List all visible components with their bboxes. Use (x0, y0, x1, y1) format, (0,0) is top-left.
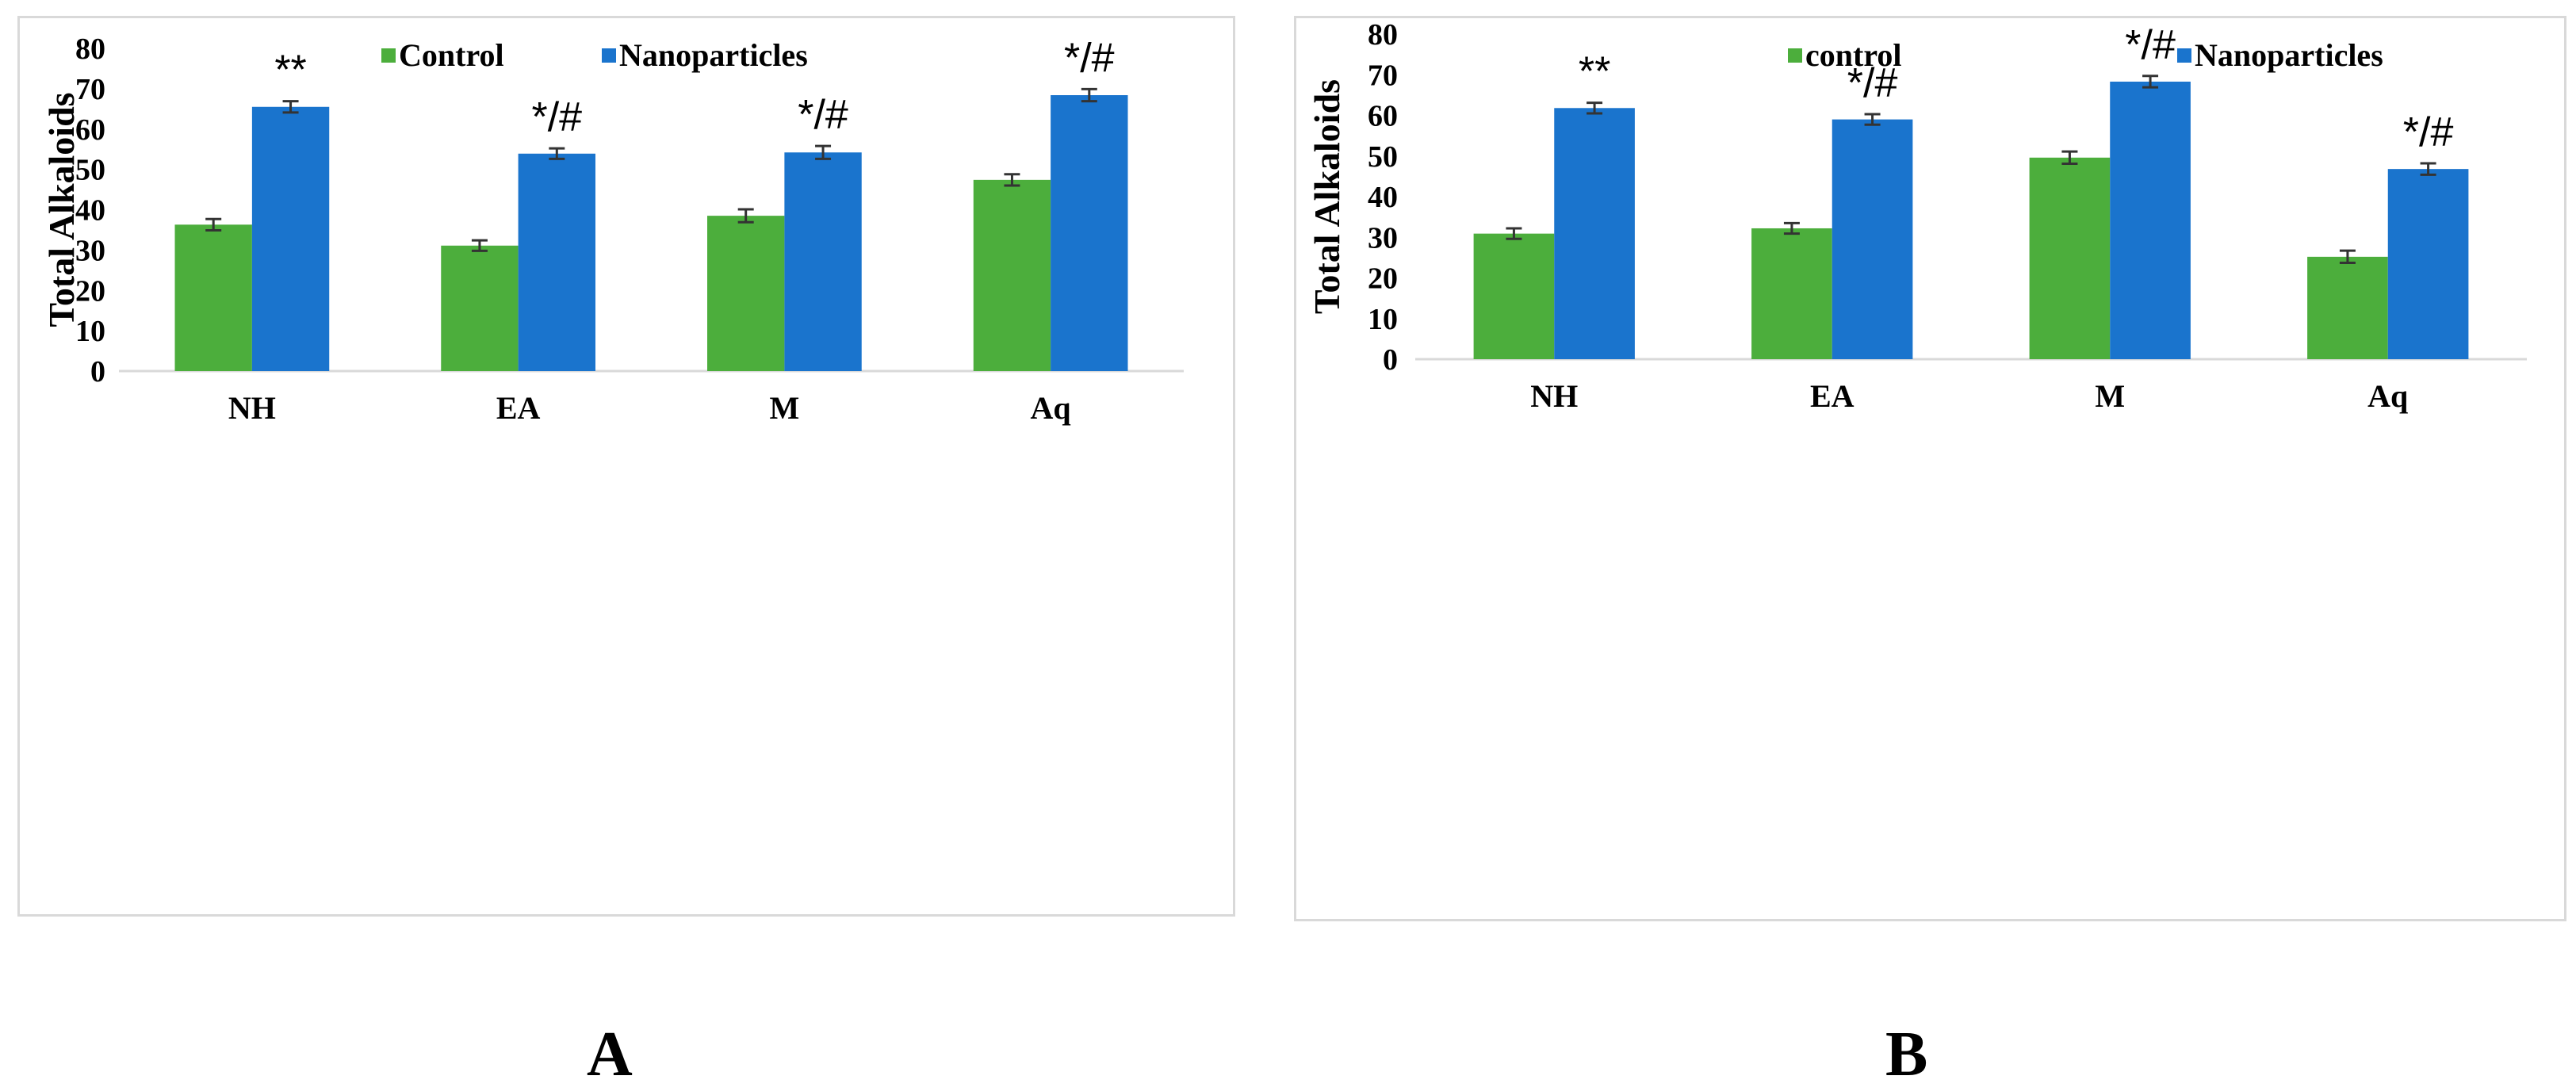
category-label: EA (1810, 378, 1854, 414)
bar-nanoparticles-ea (518, 153, 595, 371)
y-tick-label: 40 (75, 194, 105, 228)
significance-label: ** (274, 48, 306, 94)
bar-control-nh (174, 224, 252, 371)
significance-label: */# (798, 92, 848, 138)
legend-swatch-nanoparticles (2177, 48, 2191, 63)
y-tick-label: 10 (75, 315, 105, 348)
category-label: M (769, 390, 799, 426)
chart-b-svg: Total Alkaloids 0 10 20 30 40 50 60 70 80 ** NH */# E… (1307, 18, 2527, 414)
bar-nanoparticles-m (2110, 81, 2191, 360)
legend-swatch-control (1788, 48, 1802, 63)
y-tick-label: 70 (1368, 59, 1398, 92)
y-tick-label: 60 (75, 113, 105, 147)
panel-label-a: A (587, 1020, 633, 1089)
legend-swatch-control (381, 48, 396, 63)
legend-label-nanoparticles: Nanoparticles (2195, 37, 2383, 73)
bar-nanoparticles-m (784, 152, 862, 371)
y-tick-label: 0 (90, 355, 105, 389)
y-tick-label: 20 (1368, 262, 1398, 296)
bar-nanoparticles-aq (2387, 169, 2469, 359)
bar-control-nh (1473, 233, 1555, 359)
bar-control-m (2029, 157, 2111, 359)
significance-label: */# (2403, 109, 2454, 155)
significance-label: */# (532, 94, 583, 140)
y-tick-label: 40 (1368, 181, 1398, 214)
y-tick-label: 50 (75, 154, 105, 187)
y-axis-title: Total Alkaloids (1307, 79, 1347, 314)
legend-label-nanoparticles: Nanoparticles (619, 37, 808, 73)
category-label: Aq (1031, 390, 1071, 426)
significance-label: */# (2125, 22, 2176, 68)
y-axis-title: Total Alkaloids (41, 92, 82, 327)
y-tick-label: 60 (1368, 100, 1398, 133)
y-tick-label: 20 (75, 274, 105, 308)
chart-panel-b: Total Alkaloids 0 10 20 30 40 50 60 70 80 ** NH */# E… (1294, 16, 2566, 921)
bar-nanoparticles-nh (1554, 108, 1635, 359)
category-label: EA (496, 390, 541, 426)
bar-control-aq (973, 179, 1051, 371)
y-tick-label: 0 (1383, 343, 1398, 377)
y-tick-label: 80 (75, 33, 105, 66)
bar-nanoparticles-nh (251, 106, 330, 372)
panel-label-b: B (1885, 1020, 1928, 1089)
legend-label-control: control (1805, 37, 1901, 73)
significance-label: ** (1579, 49, 1610, 95)
bar-control-aq (2307, 256, 2388, 359)
bar-control-ea (1751, 228, 1832, 359)
chart-panel-a: Total Alkaloids 0 10 20 30 40 50 60 70 80 ** NH */# E… (17, 16, 1235, 917)
y-tick-label: 30 (75, 234, 105, 267)
bar-nanoparticles-ea (1832, 119, 1913, 359)
category-label: NH (228, 390, 276, 426)
category-label: M (2095, 378, 2125, 414)
bar-nanoparticles-aq (1051, 95, 1128, 371)
significance-label: */# (1064, 35, 1115, 81)
legend-label-control: Control (399, 37, 504, 73)
category-label: Aq (2367, 378, 2408, 414)
category-label: NH (1530, 378, 1578, 414)
bar-control-m (707, 216, 785, 371)
y-tick-label: 70 (75, 73, 105, 106)
y-tick-label: 80 (1368, 18, 1398, 52)
legend-swatch-nanoparticles (602, 48, 616, 63)
y-tick-label: 10 (1368, 303, 1398, 336)
bar-control-ea (441, 245, 519, 371)
significance-label: */# (1847, 60, 1898, 106)
y-tick-label: 30 (1368, 221, 1398, 255)
y-tick-label: 50 (1368, 140, 1398, 174)
